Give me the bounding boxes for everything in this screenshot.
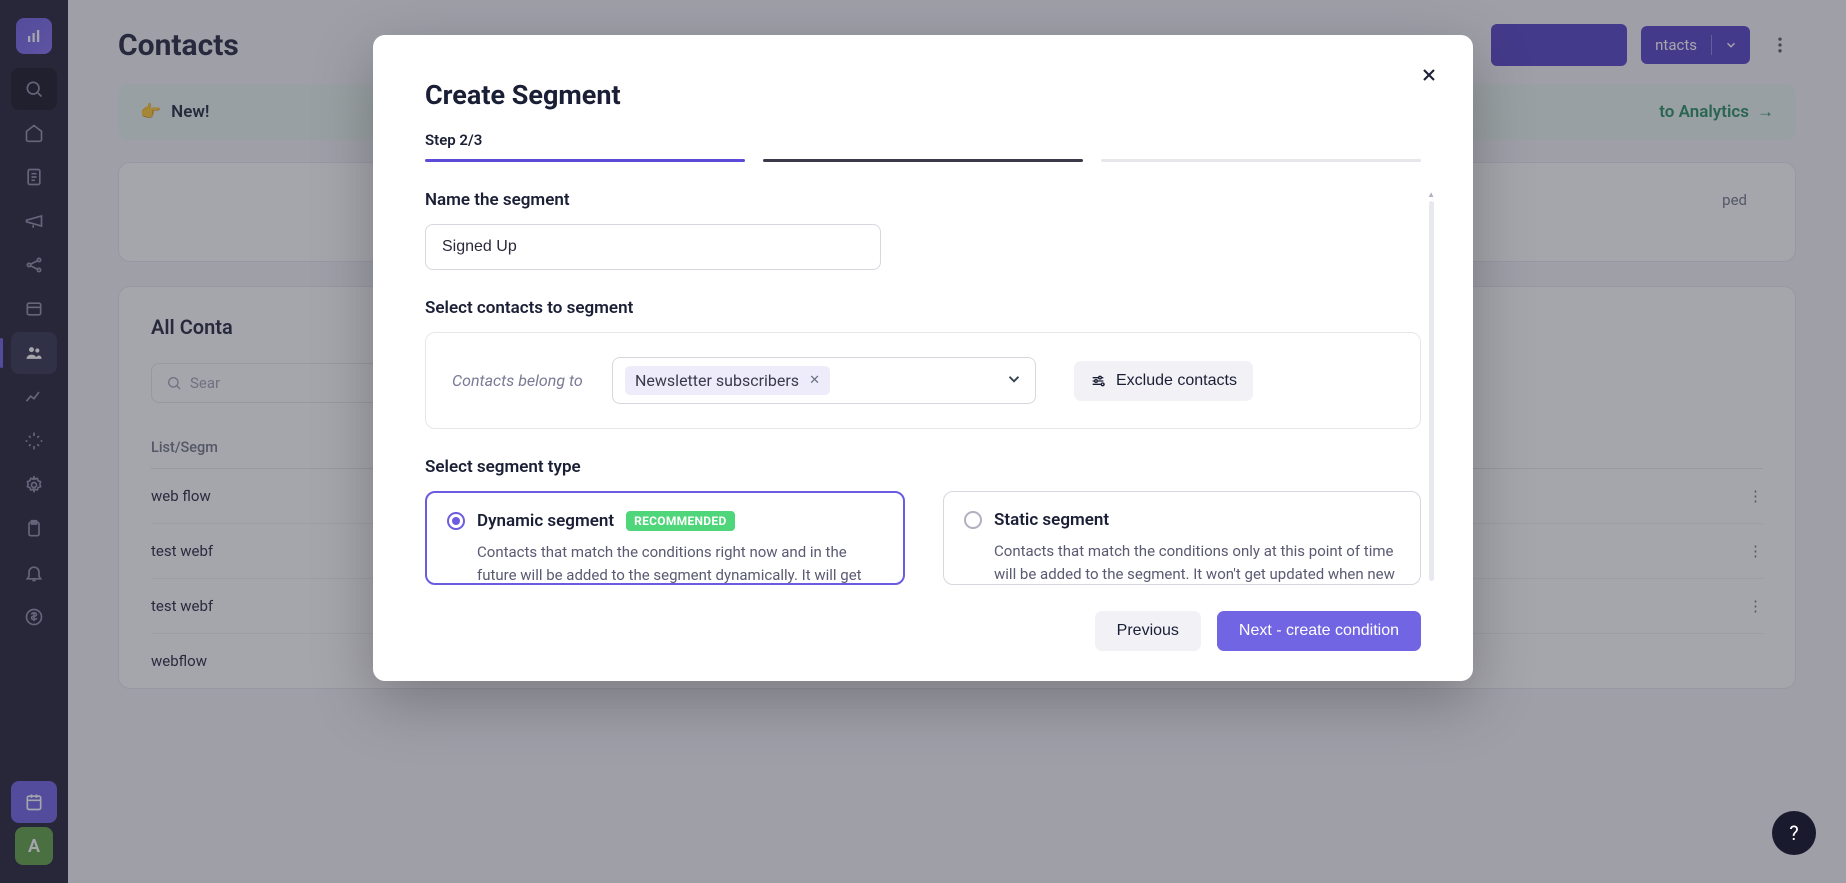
static-radio[interactable] [964, 511, 982, 529]
tag-label: Newsletter subscribers [635, 371, 799, 390]
select-contacts-label: Select contacts to segment [425, 298, 1421, 318]
create-segment-modal: Create Segment Step 2/3 ▲ Name the segme… [373, 35, 1473, 681]
recommended-badge: RECOMMENDED [626, 511, 734, 531]
help-icon: ? [1789, 821, 1798, 845]
exclude-label: Exclude contacts [1116, 372, 1237, 390]
exclude-contacts-button[interactable]: Exclude contacts [1074, 361, 1253, 401]
close-icon[interactable] [1419, 65, 1439, 89]
contacts-list-select[interactable]: Newsletter subscribers ✕ [612, 357, 1036, 404]
static-title: Static segment [994, 510, 1109, 530]
static-desc: Contacts that match the conditions only … [964, 540, 1400, 585]
chevron-down-icon[interactable] [1005, 370, 1023, 392]
remove-tag-icon[interactable]: ✕ [809, 373, 820, 388]
next-button[interactable]: Next - create condition [1217, 611, 1421, 651]
help-button[interactable]: ? [1772, 811, 1816, 855]
dynamic-desc: Contacts that match the conditions right… [447, 541, 883, 585]
belong-card: Contacts belong to Newsletter subscriber… [425, 332, 1421, 429]
dynamic-title: Dynamic segment [477, 511, 614, 531]
dynamic-segment-card[interactable]: Dynamic segment RECOMMENDED Contacts tha… [425, 491, 905, 585]
progress-step-3 [1101, 159, 1421, 162]
static-segment-card[interactable]: Static segment Contacts that match the c… [943, 491, 1421, 585]
step-indicator: Step 2/3 [425, 131, 1421, 149]
dynamic-radio[interactable] [447, 512, 465, 530]
selected-tag: Newsletter subscribers ✕ [625, 366, 830, 395]
segment-name-input[interactable] [425, 224, 881, 270]
name-label: Name the segment [425, 190, 1421, 210]
scroll-indicator[interactable]: ▲ [1427, 190, 1435, 581]
modal-title: Create Segment [425, 79, 1421, 111]
previous-button[interactable]: Previous [1095, 611, 1201, 651]
belong-label: Contacts belong to [452, 371, 592, 390]
sliders-icon [1090, 373, 1106, 389]
modal-overlay: Create Segment Step 2/3 ▲ Name the segme… [0, 0, 1846, 883]
progress-step-2 [763, 159, 1083, 162]
progress-steps [425, 159, 1421, 162]
progress-step-1 [425, 159, 745, 162]
segment-type-label: Select segment type [425, 457, 1421, 477]
